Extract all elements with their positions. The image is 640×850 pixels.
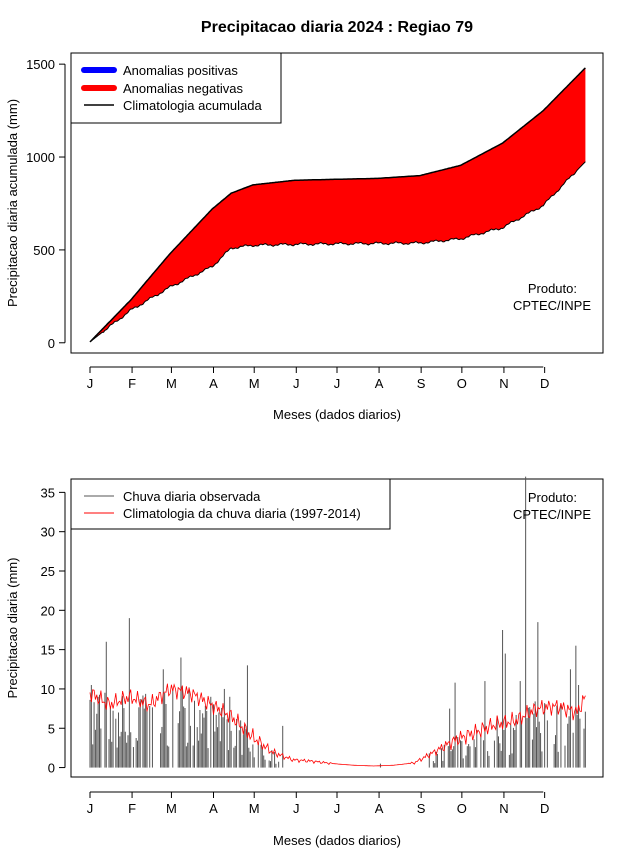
p2-xtick-label-0: J [87, 801, 94, 816]
product-label-1: Produto: [528, 281, 577, 296]
p2-xtick-label-5: J [293, 801, 300, 816]
p2-xtick-label-6: J [334, 801, 341, 816]
p1-ytick-label-1500: 1500 [26, 57, 55, 72]
legend-label-negative: Anomalias negativas [123, 81, 243, 96]
p2-ytick-label-35: 35 [41, 485, 55, 500]
p2-xtick-label-4: M [249, 801, 260, 816]
x-axis-label-1: Meses (dados diarios) [273, 407, 401, 422]
p2-xtick-label-11: D [540, 801, 549, 816]
p2-ytick-label-5: 5 [48, 721, 55, 736]
p2-xtick-label-7: A [375, 801, 384, 816]
negative-anomaly-area [90, 67, 586, 342]
p2-ytick-label-0: 0 [48, 761, 55, 776]
legend-label-daily-climatology: Climatologia da chuva diaria (1997-2014) [123, 506, 361, 521]
daily-precipitation-chart: 0 5 10 15 20 25 30 35 J F M A M J J A S O N D Precipitacao… [5, 476, 604, 848]
legend-label-positive: Anomalias positivas [123, 63, 238, 78]
p1-xtick-label-2: M [166, 376, 177, 391]
accumulated-climatology-line [89, 67, 586, 343]
p2-xtick-label-2: M [166, 801, 177, 816]
product-source-1: CPTEC/INPE [513, 298, 591, 313]
p2-xtick-label-1: F [128, 801, 136, 816]
p1-xtick-label-4: M [249, 376, 260, 391]
p1-xtick-label-6: J [334, 376, 341, 391]
legend-label-observed: Chuva diaria observada [123, 489, 261, 504]
p1-xtick-label-5: J [293, 376, 300, 391]
legend-box-2 [70, 478, 391, 530]
accumulated-observed-line [89, 161, 586, 343]
p1-ytick-label-500: 500 [33, 243, 55, 258]
p2-ytick-label-15: 15 [41, 643, 55, 658]
chart-title: Precipitacao diaria 2024 : Regiao 79 [201, 19, 473, 36]
p1-xtick-label-0: J [87, 376, 94, 391]
plot-area-1 [70, 52, 604, 354]
p2-xtick-label-8: S [417, 801, 426, 816]
p2-xtick-label-10: N [499, 801, 508, 816]
p2-ytick-label-25: 25 [41, 564, 55, 579]
p1-xtick-label-1: F [128, 376, 136, 391]
p1-ytick-label-1000: 1000 [26, 150, 55, 165]
accumulated-precipitation-chart: 0 500 1000 1500 J F M A M J J A S O N D Precipitacao d… [5, 52, 604, 422]
x-axis-label-2: Meses (dados diarios) [273, 833, 401, 848]
p2-xtick-label-9: O [457, 801, 467, 816]
p2-ytick-label-30: 30 [41, 525, 55, 540]
p1-xtick-label-8: S [417, 376, 426, 391]
product-source-2: CPTEC/INPE [513, 507, 591, 522]
p1-xtick-label-11: D [540, 376, 549, 391]
product-label-2: Produto: [528, 490, 577, 505]
daily-climatology-line [89, 683, 586, 767]
y-axis-label-2: Precipitacao diaria (mm) [5, 558, 20, 699]
p1-xtick-label-3: A [209, 376, 218, 391]
p1-xtick-label-9: O [457, 376, 467, 391]
y-axis-2: 0 5 10 15 20 25 30 35 [41, 485, 66, 776]
p1-xtick-label-7: A [375, 376, 384, 391]
y-axis-label-1: Precipitacao diaria acumulada (mm) [5, 99, 20, 307]
legend-label-climatology: Climatologia acumulada [123, 98, 263, 113]
legend-1: Anomalias positivas Anomalias negativas … [70, 52, 282, 124]
p1-ytick-label-0: 0 [48, 336, 55, 351]
p2-ytick-label-20: 20 [41, 603, 55, 618]
p1-xtick-label-10: N [499, 376, 508, 391]
y-axis-1: 0 500 1000 1500 [26, 57, 66, 351]
p2-xtick-label-3: A [209, 801, 218, 816]
p2-ytick-label-10: 10 [41, 682, 55, 697]
legend-2: Chuva diaria observada Climatologia da c… [70, 478, 391, 530]
